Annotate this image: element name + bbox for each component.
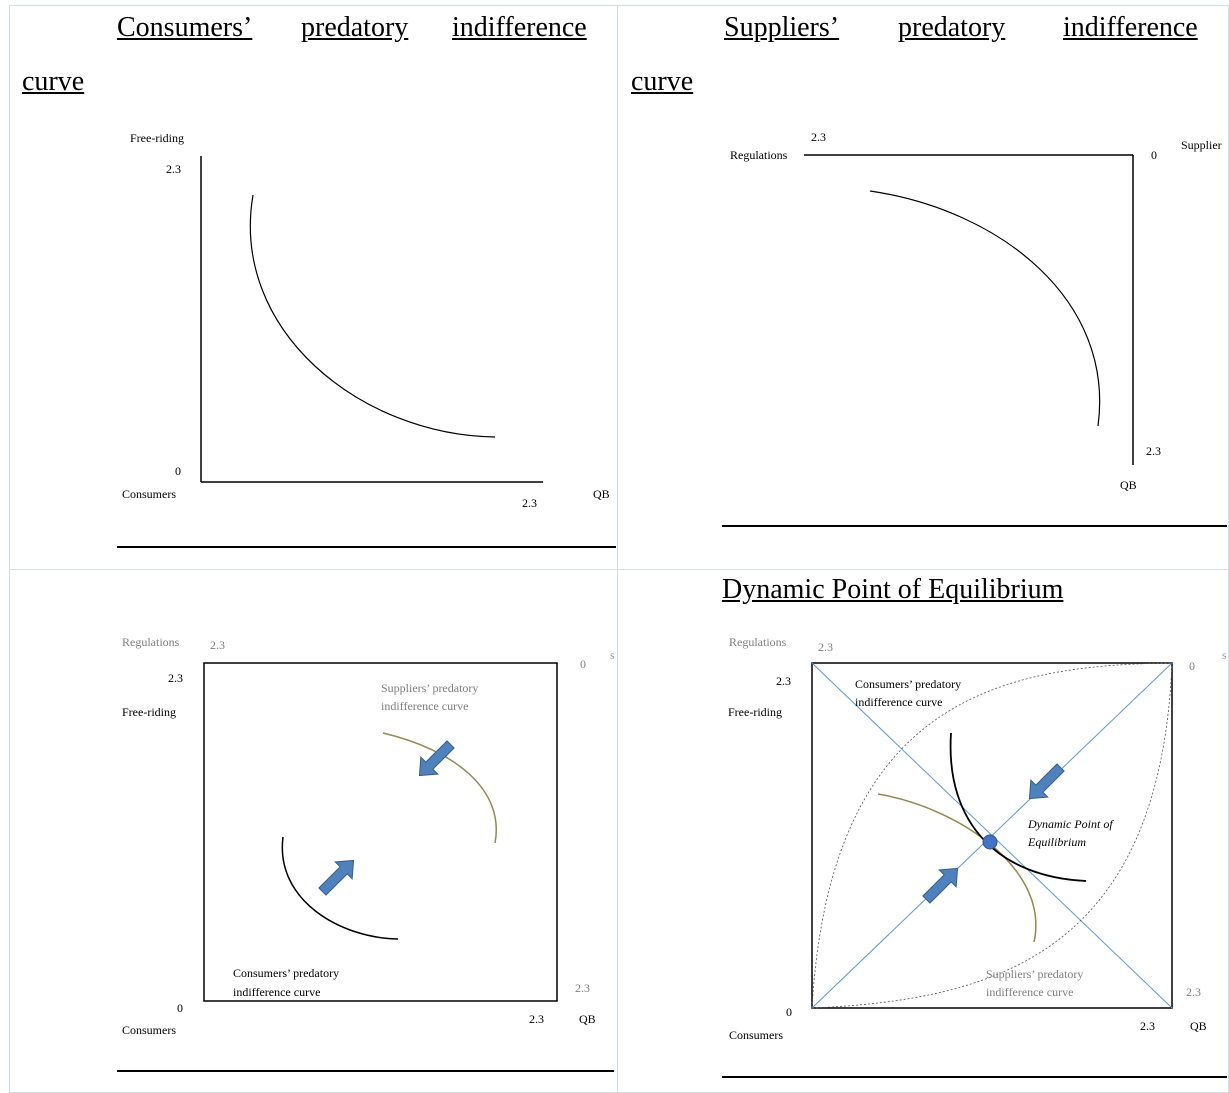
cell-suppliers	[617, 5, 1229, 570]
cell-consumers	[9, 5, 618, 570]
equilibrium-point-label-1: Dynamic Point of	[1027, 817, 1114, 831]
equilibrium-supplier-label-2: indifference curve	[986, 985, 1073, 999]
suppliers-corner-value: 0	[1151, 148, 1157, 162]
equilibrium-x-label: QB	[1190, 1019, 1207, 1033]
converging-reg-value: 2.3	[210, 638, 225, 652]
equilibrium-origin: 0	[786, 1005, 792, 1019]
equilibrium-point-dot	[982, 834, 998, 850]
consumers-x-name: Consumers	[122, 487, 176, 501]
equilibrium-top-right-letter: S	[1222, 652, 1226, 661]
separator-converging	[117, 1070, 614, 1072]
equilibrium-arrow-down-left	[1028, 763, 1065, 800]
equilibrium-fr-value: 2.3	[776, 674, 791, 688]
separator-equilibrium	[722, 1076, 1227, 1078]
converging-box	[203, 662, 558, 1002]
consumers-heading-word-3: indifference	[452, 12, 587, 43]
equilibrium-top-right-value: 0	[1189, 659, 1195, 673]
equilibrium-right-value: 2.3	[1186, 985, 1201, 999]
equilibrium-consumers: Consumers	[729, 1028, 783, 1042]
consumers-origin: 0	[175, 464, 181, 478]
consumers-diagram: Free-riding 2.3 0 Consumers 2.3 QB	[122, 131, 610, 510]
converging-x-label: QB	[579, 1012, 596, 1026]
consumers-heading-word-1: Consumers’	[117, 12, 253, 43]
cell-equilibrium	[617, 569, 1229, 1093]
equilibrium-heading: Dynamic Point of Equilibrium	[722, 574, 1064, 605]
suppliers-heading-word-3: indifference	[1063, 12, 1198, 43]
suppliers-heading-line2: curve	[631, 66, 694, 97]
equilibrium-point-label-2: Equilibrium	[1027, 835, 1086, 849]
converging-consumer-label-2: indifference curve	[233, 985, 320, 999]
equilibrium-consumer-label-2: indifference curve	[855, 695, 942, 709]
converging-x-value: 2.3	[529, 1012, 544, 1026]
suppliers-heading-word-2: predatory	[898, 12, 1006, 43]
suppliers-indifference-curve	[869, 190, 1101, 427]
equilibrium-consumer-curve	[949, 732, 1087, 882]
suppliers-left-label: Regulations	[730, 148, 788, 162]
suppliers-diagram: Regulations 2.3 0 Supplier 2.3 QB	[730, 130, 1222, 492]
suppliers-corner-name: Supplier	[1181, 138, 1222, 152]
converging-consumer-curve	[281, 836, 399, 940]
converging-fr-value: 2.3	[168, 671, 183, 685]
converging-free-riding: Free-riding	[122, 705, 176, 719]
equilibrium-reg-value: 2.3	[818, 640, 833, 654]
separator-suppliers	[722, 525, 1227, 527]
equilibrium-regulations: Regulations	[729, 635, 787, 649]
converging-diagram: Regulations 2.3 2.3 Free-riding 0 S Supp…	[122, 635, 614, 1037]
converging-right-value: 2.3	[575, 981, 590, 995]
consumers-y-label: Free-riding	[130, 131, 184, 145]
consumers-y-max: 2.3	[166, 162, 181, 176]
consumers-x-label: QB	[593, 487, 610, 501]
converging-consumer-label-1: Consumers’ predatory	[233, 966, 339, 980]
suppliers-top-value: 2.3	[811, 130, 826, 144]
converging-regulations: Regulations	[122, 635, 180, 649]
converging-arrow-up-right	[318, 859, 355, 896]
suppliers-bottom-value: 2.3	[1146, 444, 1161, 458]
converging-arrow-down-left	[418, 740, 455, 777]
equilibrium-x-value: 2.3	[1140, 1019, 1155, 1033]
converging-top-right-letter: S	[610, 652, 614, 661]
equilibrium-lens-lower	[811, 662, 1173, 1009]
consumers-indifference-curve	[249, 194, 496, 438]
equilibrium-diagram: Regulations 2.3 2.3 Free-riding 0 S Cons…	[728, 635, 1226, 1042]
converging-supplier-label-1: Suppliers’ predatory	[381, 681, 478, 695]
equilibrium-arrow-up-right	[922, 867, 959, 904]
suppliers-bottom-label: QB	[1120, 478, 1137, 492]
converging-supplier-curve	[382, 732, 497, 844]
converging-supplier-label-2: indifference curve	[381, 699, 468, 713]
equilibrium-box	[811, 662, 1173, 1009]
separator-consumers	[117, 546, 616, 548]
consumers-heading-word-2: predatory	[301, 12, 409, 43]
converging-consumers: Consumers	[122, 1023, 176, 1037]
consumers-x-max: 2.3	[522, 496, 537, 510]
equilibrium-consumer-label-1: Consumers’ predatory	[855, 677, 961, 691]
equilibrium-free-riding: Free-riding	[728, 705, 782, 719]
suppliers-heading-word-1: Suppliers’	[724, 12, 840, 43]
converging-top-right-value: 0	[580, 657, 586, 671]
consumers-heading-line2: curve	[22, 66, 85, 97]
equilibrium-supplier-label-1: Suppliers’ predatory	[986, 967, 1083, 981]
converging-origin: 0	[177, 1001, 183, 1015]
